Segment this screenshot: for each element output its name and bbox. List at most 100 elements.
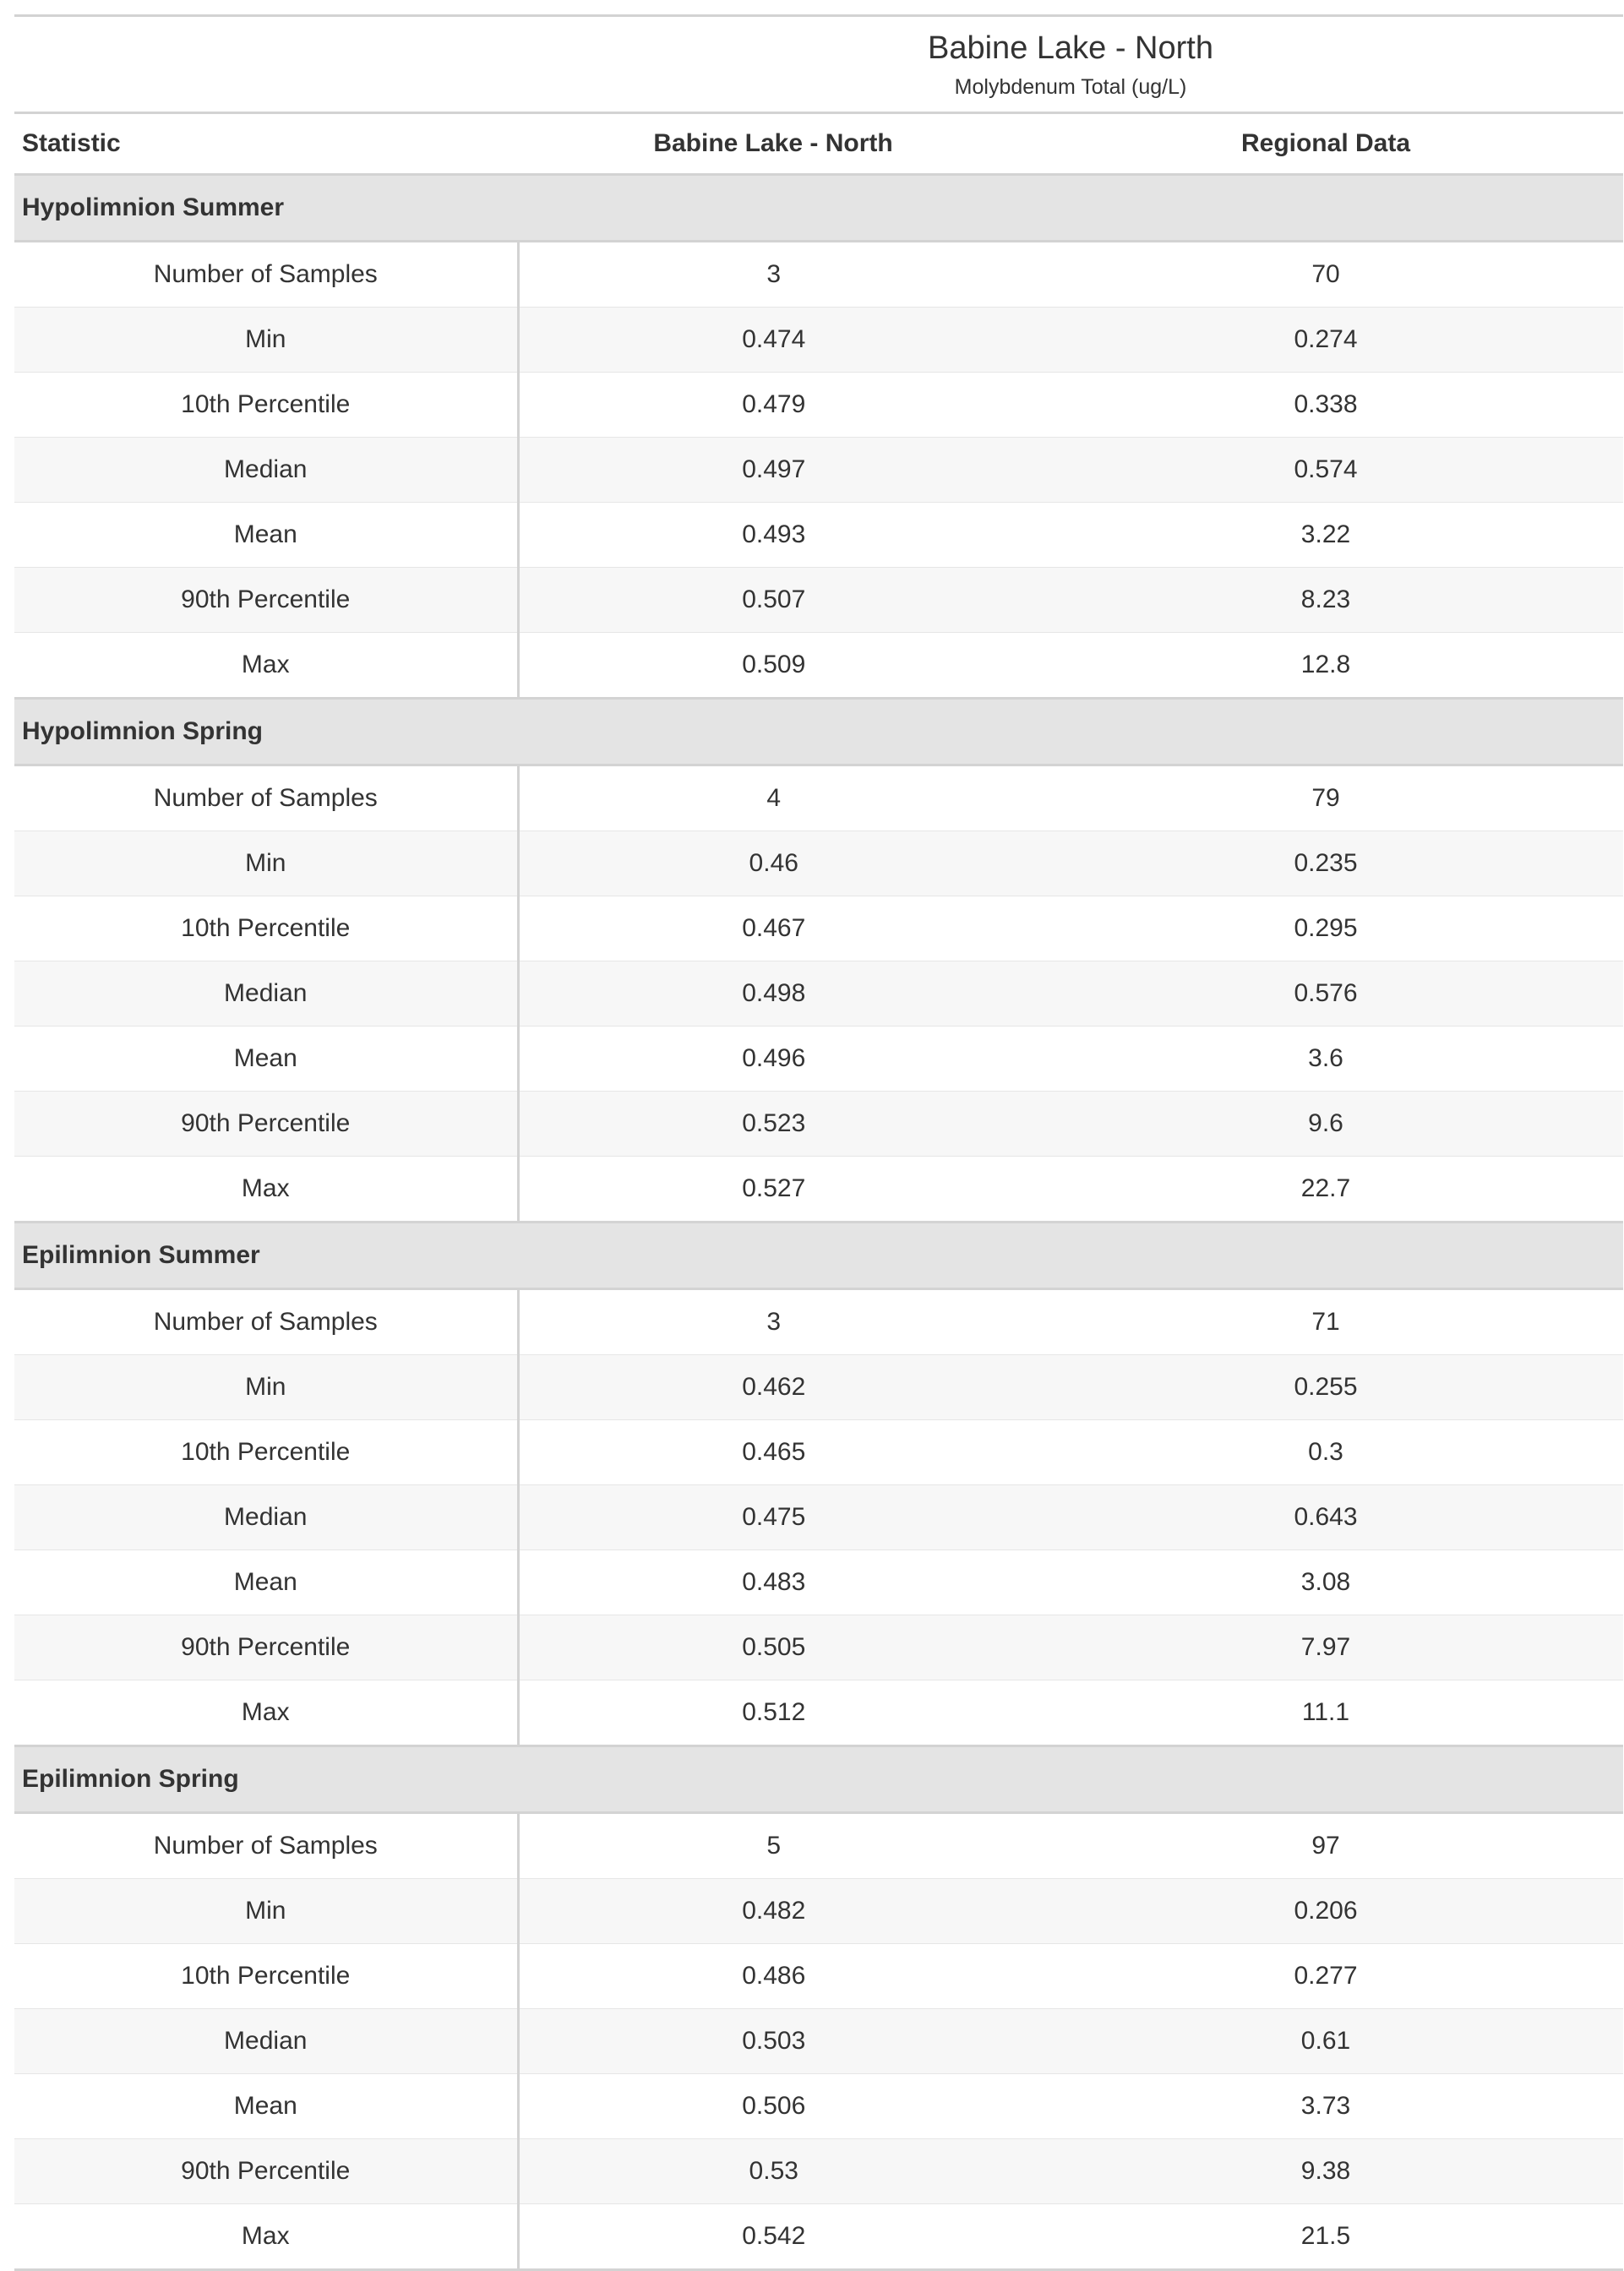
site-value-cell: 0.507 xyxy=(518,567,1028,633)
regional-value-cell: 22.7 xyxy=(1300,1174,1351,1202)
table-row: Max 0.509 12.8 xyxy=(14,632,1623,699)
site-value-cell: 0.467 xyxy=(518,896,1028,961)
table-row: Min 0.462 0.255 xyxy=(14,1354,1623,1420)
regional-value-cell: 0.61 xyxy=(1028,2008,1623,2074)
site-value-cell: 0.506 xyxy=(518,2073,1028,2139)
regional-value-cell: 71 xyxy=(1028,1288,1623,1355)
regional-value-cell: 0.338 xyxy=(1028,372,1623,438)
statistic-cell: Median xyxy=(14,2008,520,2074)
statistic-cell: Number of Samples xyxy=(14,241,520,308)
group-row: Epilimnion Summer xyxy=(14,1221,1623,1290)
table-row: Mean 0.483 3.08 xyxy=(14,1549,1623,1615)
site-value-cell: 0.474 xyxy=(518,307,1028,373)
statistic-cell: Mean xyxy=(14,502,520,568)
table-row: 90th Percentile 0.505 7.97 xyxy=(14,1615,1623,1680)
regional-value-cell: 12.8 xyxy=(1300,651,1351,678)
statistic-cell: Max xyxy=(14,2203,520,2268)
statistic-cell: Min xyxy=(14,1878,520,1944)
statistic-cell: 90th Percentile xyxy=(14,2138,520,2204)
site-value-cell: 0.46 xyxy=(518,831,1028,896)
regional-value-cell: 3.22 xyxy=(1028,502,1623,568)
group-label: Epilimnion Summer xyxy=(14,1221,1623,1290)
regional-value-cell: 79 xyxy=(1028,765,1623,831)
regional-value-cell: 9.6 xyxy=(1028,1091,1623,1157)
regional-value-cell: 0.574 xyxy=(1028,437,1623,503)
regional-value-cell: 3.6 xyxy=(1028,1026,1623,1092)
site-value-cell: 4 xyxy=(518,765,1028,831)
statistic-cell: Min xyxy=(14,831,520,896)
site-value-cell: 0.503 xyxy=(518,2008,1028,2074)
table-row: Median 0.503 0.61 xyxy=(14,2008,1623,2074)
column-header-regional: Regional Data xyxy=(1028,112,1623,176)
site-value-cell: 5 xyxy=(518,1812,1028,1879)
regional-value-cell: 0.576 xyxy=(1028,961,1623,1027)
table-row: Min 0.46 0.235 xyxy=(14,831,1623,896)
table-subtitle: Molybdenum Total (ug/L) xyxy=(14,67,1623,114)
table-row: 10th Percentile 0.465 0.3 xyxy=(14,1419,1623,1485)
group-row: Hypolimnion Summer xyxy=(14,173,1623,242)
statistic-cell: Min xyxy=(14,307,520,373)
statistic-cell: 90th Percentile xyxy=(14,1091,520,1157)
table-row: Number of Samples 4 79 xyxy=(14,765,1623,831)
table-row: Max 0.527 22.7 xyxy=(14,1156,1623,1223)
site-value-cell: 0.53 xyxy=(518,2138,1028,2204)
group-row: Epilimnion Spring xyxy=(14,1745,1623,1814)
site-value-cell: 0.509 xyxy=(742,651,806,678)
site-value-cell: 0.483 xyxy=(518,1549,1028,1615)
regional-value-cell: 97 xyxy=(1028,1812,1623,1879)
regional-value-cell: 9.38 xyxy=(1028,2138,1623,2204)
site-value-cell: 0.523 xyxy=(518,1091,1028,1157)
statistic-cell: Number of Samples xyxy=(14,1288,520,1355)
site-value-cell: 0.505 xyxy=(518,1615,1028,1680)
statistic-cell: 10th Percentile xyxy=(14,1419,520,1485)
statistic-cell: Number of Samples xyxy=(14,765,520,831)
statistic-cell: Mean xyxy=(14,2073,520,2139)
statistic-cell: Median xyxy=(14,437,520,503)
statistic-cell: Max xyxy=(14,632,520,699)
column-header-site: Babine Lake - North xyxy=(518,112,1028,176)
group-label: Epilimnion Spring xyxy=(14,1745,1623,1814)
regional-value-cell: 11.1 xyxy=(1301,1698,1350,1726)
table-row: Number of Samples 3 70 xyxy=(14,241,1623,308)
site-value-cell: 0.479 xyxy=(518,372,1028,438)
regional-value-cell: 0.295 xyxy=(1028,896,1623,961)
regional-value-cell: 21.5 xyxy=(1300,2222,1351,2250)
site-value-cell: 0.497 xyxy=(518,437,1028,503)
site-value-cell: 0.486 xyxy=(518,1943,1028,2009)
site-value-cell: 0.496 xyxy=(518,1026,1028,1092)
column-header-statistic: Statistic xyxy=(14,112,518,176)
regional-value-cell: 0.274 xyxy=(1028,307,1623,373)
table-row: Max 0.512 11.1 xyxy=(14,1680,1623,1746)
table-row: Median 0.498 0.576 xyxy=(14,961,1623,1027)
stats-table-container: Babine Lake - North Molybdenum Total (ug… xyxy=(14,14,1623,2271)
regional-value-cell: 0.3 xyxy=(1028,1419,1623,1485)
statistic-cell: Mean xyxy=(14,1549,520,1615)
statistic-cell: Max xyxy=(14,1680,520,1746)
summary-statistics-table: Babine Lake - North Molybdenum Total (ug… xyxy=(14,14,1623,2268)
table-row: Max 0.542 21.5 xyxy=(14,2203,1623,2268)
table-header: Babine Lake - North Molybdenum Total (ug… xyxy=(14,14,1623,176)
site-value-cell: 0.475 xyxy=(518,1484,1028,1550)
table-row: Median 0.497 0.574 xyxy=(14,437,1623,503)
regional-value-cell: 7.97 xyxy=(1028,1615,1623,1680)
table-row: Number of Samples 5 97 xyxy=(14,1812,1623,1879)
table-row: 90th Percentile 0.523 9.6 xyxy=(14,1091,1623,1157)
table-title: Babine Lake - North xyxy=(928,30,1213,66)
table-row: Mean 0.493 3.22 xyxy=(14,502,1623,568)
site-value-cell: 0.512 xyxy=(742,1698,806,1726)
statistic-cell: Median xyxy=(14,961,520,1027)
site-value-cell: 0.527 xyxy=(742,1174,806,1202)
site-value-cell: 3 xyxy=(518,241,1028,308)
regional-value-cell: 8.23 xyxy=(1028,567,1623,633)
statistic-cell: 10th Percentile xyxy=(14,896,520,961)
table-row: Median 0.475 0.643 xyxy=(14,1484,1623,1550)
statistic-cell: Min xyxy=(14,1354,520,1420)
site-value-cell: 0.542 xyxy=(742,2222,806,2250)
site-value-cell: 0.498 xyxy=(518,961,1028,1027)
table-row: Mean 0.496 3.6 xyxy=(14,1026,1623,1092)
table-row: 10th Percentile 0.467 0.295 xyxy=(14,896,1623,961)
table-body: Hypolimnion Summer Number of Samples 3 70 Mi… xyxy=(14,173,1623,2268)
statistic-cell: Number of Samples xyxy=(14,1812,520,1879)
regional-value-cell: 3.73 xyxy=(1028,2073,1623,2139)
site-value-cell: 0.465 xyxy=(518,1419,1028,1485)
